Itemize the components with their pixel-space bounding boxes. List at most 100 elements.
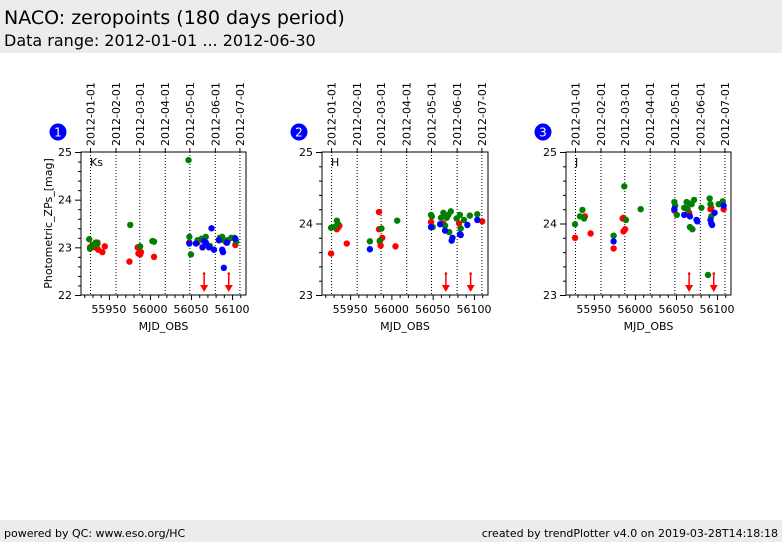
arrow-cap	[712, 272, 716, 275]
top-date-tick-label: 2012-07-01	[234, 82, 247, 146]
data-point-green	[704, 271, 712, 279]
data-point-red	[327, 250, 335, 257]
upper-limit-arrow	[466, 272, 475, 292]
data-point-red	[150, 253, 158, 261]
band-label: H	[331, 156, 339, 169]
data-point-green	[689, 226, 696, 233]
footer-bar: powered by QC: www.eso.org/HC created by…	[0, 520, 782, 542]
data-point-green	[393, 217, 401, 224]
data-point-blue	[208, 225, 215, 232]
top-date-tick-label: 2012-05-01	[184, 82, 197, 146]
arrow-cap	[469, 272, 472, 275]
upper-limit-arrow	[224, 272, 233, 292]
data-point-blue	[441, 227, 449, 234]
top-date-tick-label: 2012-05-01	[669, 82, 682, 146]
data-point-green	[441, 222, 449, 229]
y-tick-label: 24	[299, 218, 313, 231]
data-point-blue	[708, 221, 716, 229]
panel-number-label: 3	[539, 126, 547, 140]
top-date-tick-label: 2012-01-01	[570, 82, 583, 146]
data-point-green	[580, 215, 588, 222]
data-point-red	[479, 218, 486, 225]
page-title: NACO: zeropoints (180 days period)	[4, 7, 345, 29]
data-point-blue	[474, 216, 481, 224]
top-date-tick-label: 2012-02-01	[110, 82, 123, 146]
y-tick-label: 22	[58, 289, 72, 302]
data-point-red	[101, 243, 109, 250]
x-tick-label: 56050	[659, 303, 694, 316]
arrow-head	[200, 285, 209, 292]
data-point-blue	[220, 264, 228, 272]
x-tick-label: 56000	[374, 303, 409, 316]
x-axis-label: MJD_OBS	[139, 320, 189, 333]
band-label: Ks	[90, 156, 103, 169]
band-label: J	[574, 156, 578, 169]
data-point-blue	[694, 218, 701, 225]
data-point-red	[621, 226, 629, 233]
data-point-green	[622, 216, 630, 224]
data-point-blue	[671, 206, 678, 213]
chart-panel-3: 2012-01-01 2012-02-01 2012-03-01 2012-04-01…	[534, 82, 735, 333]
header-bar: NACO: zeropoints (180 days period) Data …	[0, 0, 782, 53]
data-point-green	[707, 200, 714, 208]
top-date-tick-label: 2012-03-01	[134, 82, 147, 146]
data-point-blue	[192, 240, 200, 247]
upper-limit-arrow	[200, 272, 209, 292]
data-point-red	[427, 218, 435, 226]
x-tick-label: 56050	[415, 303, 450, 316]
plot-frame	[80, 151, 247, 296]
footer-created-by: created by trendPlotter v4.0 on 2019-03-…	[481, 527, 778, 540]
x-tick-label: 56100	[700, 303, 735, 316]
panel-number-badge	[290, 123, 308, 141]
data-point-red	[571, 234, 579, 241]
data-point-green	[187, 251, 195, 258]
arrow-head	[709, 285, 718, 292]
panel-number-badge	[49, 123, 67, 141]
data-point-green	[456, 211, 464, 219]
y-tick-label: 25	[543, 146, 557, 159]
y-tick-label: 23	[58, 241, 72, 254]
data-point-green	[706, 195, 713, 202]
data-point-green	[466, 212, 474, 219]
data-point-green	[136, 243, 144, 250]
data-point-green	[474, 211, 481, 218]
arrow-head	[441, 285, 450, 292]
data-point-blue	[720, 202, 727, 209]
data-point-green	[637, 206, 644, 213]
data-point-green	[428, 213, 436, 220]
y-tick-label: 24	[58, 194, 72, 207]
data-point-blue	[464, 221, 471, 229]
top-date-tick-label: 2012-07-01	[476, 82, 489, 146]
arrow-head	[685, 285, 694, 292]
data-point-green	[376, 237, 384, 244]
data-point-red	[137, 248, 145, 256]
top-date-tick-label: 2012-07-01	[719, 82, 732, 146]
plots-canvas: 2012-01-01 2012-02-01 2012-03-01 2012-04-01…	[42, 82, 735, 333]
data-point-red	[375, 208, 383, 216]
data-point-green	[334, 220, 341, 227]
data-point-green	[610, 232, 617, 239]
data-point-green	[150, 238, 158, 245]
data-point-blue	[711, 209, 718, 216]
data-point-green	[698, 204, 705, 211]
upper-limit-arrow	[709, 272, 718, 292]
x-tick-label: 55950	[91, 303, 126, 316]
panel-number-badge	[534, 123, 552, 141]
top-date-tick-label: 2012-06-01	[694, 82, 707, 146]
x-axis-label: MJD_OBS	[380, 320, 430, 333]
data-point-green	[186, 233, 193, 241]
data-point-green	[684, 206, 691, 213]
data-point-green	[378, 225, 385, 232]
top-date-tick-label: 2012-05-01	[426, 82, 439, 146]
data-point-blue	[436, 221, 444, 228]
top-date-tick-label: 2012-01-01	[85, 82, 98, 146]
data-point-blue	[427, 223, 435, 231]
top-date-tick-label: 2012-04-01	[159, 82, 172, 146]
data-point-blue	[366, 246, 374, 253]
data-point-blue	[681, 211, 688, 219]
data-point-green	[673, 211, 681, 219]
x-tick-label: 56100	[456, 303, 491, 316]
x-tick-label: 56100	[215, 303, 250, 316]
y-tick-label: 24	[543, 218, 557, 231]
data-point-blue	[219, 248, 227, 256]
